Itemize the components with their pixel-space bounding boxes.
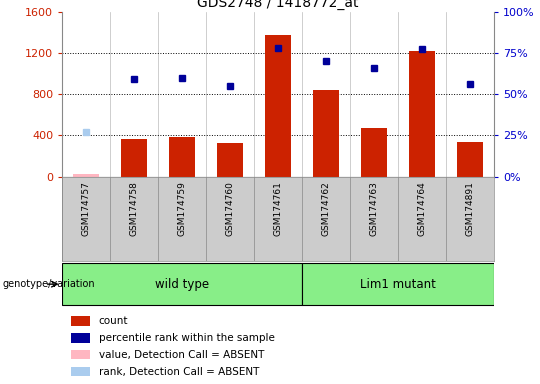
Text: GSM174759: GSM174759 (178, 181, 187, 236)
Text: GSM174891: GSM174891 (465, 181, 475, 236)
Text: percentile rank within the sample: percentile rank within the sample (99, 333, 275, 343)
Text: GSM174758: GSM174758 (130, 181, 139, 236)
Bar (302, 263, 494, 305)
Text: GSM174760: GSM174760 (226, 181, 234, 236)
Text: Lim1 mutant: Lim1 mutant (360, 278, 436, 291)
Text: rank, Detection Call = ABSENT: rank, Detection Call = ABSENT (99, 367, 259, 377)
Text: value, Detection Call = ABSENT: value, Detection Call = ABSENT (99, 350, 264, 360)
Text: GSM174763: GSM174763 (369, 181, 379, 236)
Bar (73, 174, 99, 177)
Bar (62, 263, 302, 305)
Bar (121, 139, 147, 177)
Bar (71, 316, 90, 326)
Bar (265, 35, 291, 177)
Bar (71, 333, 90, 343)
Text: genotype/variation: genotype/variation (3, 279, 96, 289)
Bar (71, 350, 90, 359)
Bar (361, 128, 387, 177)
Bar (71, 367, 90, 376)
Text: GSM174764: GSM174764 (417, 181, 427, 236)
Title: GDS2748 / 1418772_at: GDS2748 / 1418772_at (197, 0, 359, 10)
Bar (409, 51, 435, 177)
Bar (313, 90, 339, 177)
Text: count: count (99, 316, 129, 326)
Text: wild type: wild type (155, 278, 209, 291)
Text: GSM174762: GSM174762 (322, 181, 330, 236)
Bar (217, 142, 244, 177)
Bar (457, 142, 483, 177)
Text: GSM174761: GSM174761 (274, 181, 282, 236)
Text: GSM174757: GSM174757 (82, 181, 91, 236)
Bar (169, 137, 195, 177)
